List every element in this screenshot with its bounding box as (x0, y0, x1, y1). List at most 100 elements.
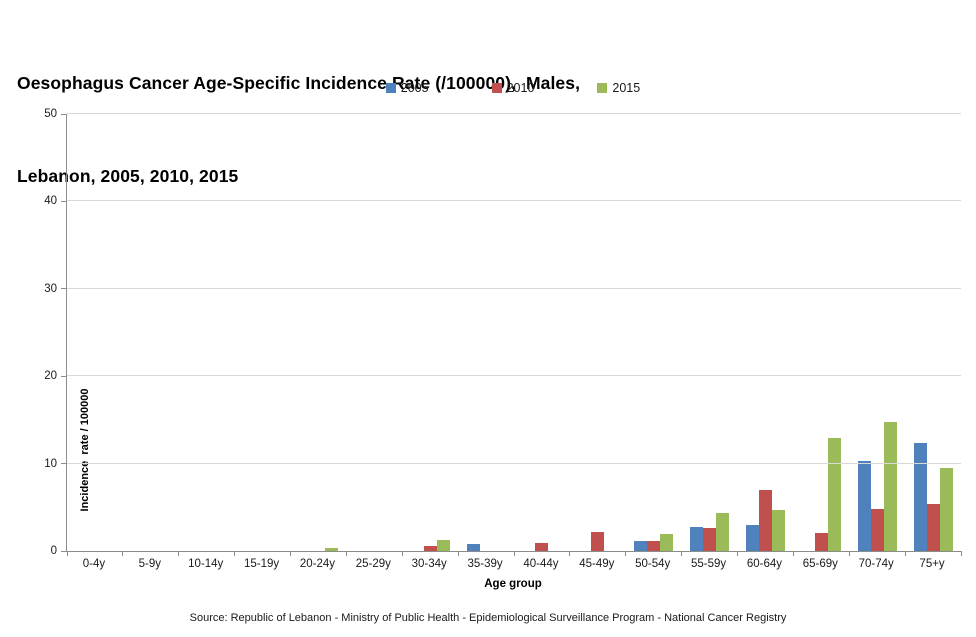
plot-area: Incidence rate / 100000 0 10 20 30 40 50 (44, 108, 962, 557)
category-group-10-14y (179, 114, 235, 551)
bar-2015-30-34y (436, 539, 450, 551)
x-tick-label-75+y: 75+y (919, 558, 945, 570)
y-tick-label-0: 0 (50, 545, 57, 557)
bar-2015-70-74y (883, 421, 897, 551)
x-tick-7 (457, 551, 459, 556)
x-tick-9 (569, 551, 571, 556)
bar-2010-75+y (926, 503, 940, 551)
x-axis-title: Age group (484, 578, 542, 590)
gridline-20 (67, 375, 961, 377)
category-group-25-29y (346, 114, 402, 551)
gridline-50 (67, 113, 961, 114)
legend-label-2010: 2010 (506, 81, 535, 95)
bar-2010-30-34y (423, 545, 437, 551)
category-group-40-44y (514, 114, 570, 551)
bar-2015-20-24y (324, 547, 338, 551)
legend-swatch-2005 (385, 83, 396, 93)
x-tick-10 (625, 551, 627, 556)
gridline-30 (67, 287, 961, 289)
category-group-30-34y (402, 114, 458, 551)
legend-label-2015: 2015 (612, 81, 641, 95)
bar-2010-45-49y (591, 531, 605, 551)
y-tick-label-30: 30 (44, 282, 57, 295)
legend-swatch-2015 (597, 83, 608, 93)
category-group-75+y (905, 114, 961, 551)
x-tick-13 (792, 551, 794, 556)
y-tick-label-40: 40 (44, 195, 57, 208)
category-group-20-24y (291, 114, 347, 551)
x-tick-label-0-4y: 0-4y (82, 558, 106, 570)
x-tick-3 (234, 551, 236, 556)
x-tick-label-20-24y: 20-24y (299, 558, 336, 570)
x-tick-label-10-14y: 10-14y (188, 558, 224, 570)
bars-row (67, 114, 961, 551)
gridline-10 (67, 462, 961, 464)
chart-title-line2: Lebanon, 2005, 2010, 2015 (17, 166, 239, 186)
category-group-0-4y (67, 114, 123, 551)
x-tick-label-55-59y: 55-59y (690, 558, 727, 570)
x-tick-2 (178, 551, 180, 556)
x-tick-15 (904, 551, 906, 556)
x-tick-label-70-74y: 70-74y (858, 558, 894, 570)
bar-2010-70-74y (870, 509, 884, 551)
x-tick-11 (681, 551, 683, 556)
x-tick-8 (513, 551, 515, 556)
bar-2010-60-64y (758, 489, 772, 551)
x-tick-12 (737, 551, 738, 556)
y-tick-label-10: 10 (44, 457, 57, 470)
y-tick-0 (61, 550, 66, 552)
x-tick-label-15-19y: 15-19y (243, 558, 280, 570)
y-tick-30 (61, 288, 66, 290)
y-tick-label-20: 20 (44, 370, 57, 383)
legend-swatch-2010 (491, 83, 502, 93)
y-tick-20 (61, 375, 66, 377)
x-tick-5 (345, 551, 347, 556)
x-tick-14 (848, 551, 850, 556)
category-group-35-39y (458, 114, 514, 551)
x-tick-0 (66, 551, 68, 556)
y-tick-label-50: 50 (44, 108, 57, 120)
x-tick-6 (401, 551, 403, 556)
bar-2010-65-69y (814, 532, 828, 551)
x-tick-label-65-69y: 65-69y (802, 558, 838, 570)
bar-2010-40-44y (535, 543, 549, 551)
bar-2005-70-74y (857, 460, 871, 551)
bar-2005-55-59y (690, 526, 704, 551)
category-group-65-69y (793, 114, 849, 551)
x-tick-16 (960, 551, 962, 556)
y-tick-40 (61, 200, 66, 202)
category-group-5-9y (123, 114, 179, 551)
category-group-45-49y (570, 114, 626, 551)
x-tick-label-40-44y: 40-44y (523, 558, 559, 570)
x-tick-label-60-64y: 60-64y (746, 558, 783, 570)
bar-2015-50-54y (660, 533, 674, 551)
category-group-50-54y (626, 114, 682, 551)
bar-2015-75+y (939, 467, 953, 551)
x-tick-label-35-39y: 35-39y (467, 558, 503, 570)
bar-2005-75+y (913, 442, 927, 551)
category-group-70-74y (849, 114, 905, 551)
x-tick-label-50-54y: 50-54y (635, 558, 671, 570)
bar-2015-55-59y (716, 512, 730, 551)
category-group-60-64y (738, 114, 794, 551)
legend-label-2005: 2005 (400, 81, 429, 95)
bar-2015-65-69y (827, 438, 841, 551)
x-tick-label-30-34y: 30-34y (411, 558, 447, 570)
gridline-40 (67, 200, 961, 202)
legend-item-2005: 2005 (385, 81, 429, 95)
bar-2005-50-54y (634, 541, 648, 551)
bar-2010-50-54y (647, 540, 661, 551)
x-tick-label-5-9y: 5-9y (138, 558, 161, 570)
category-group-55-59y (682, 114, 738, 551)
y-tick-50 (61, 113, 66, 115)
legend-item-2015: 2015 (597, 81, 640, 95)
bar-2005-35-39y (466, 544, 480, 551)
bar-2015-60-64y (771, 509, 785, 551)
source-note: Source: Republic of Lebanon - Ministry o… (189, 612, 787, 624)
category-group-15-19y (235, 114, 291, 551)
legend-item-2010: 2010 (491, 81, 535, 95)
x-tick-labels: 0-4y 5-9y 10-14y 15-19y 20-24y 25-29y 30-34y 35… (66, 558, 960, 570)
x-tick-4 (290, 551, 291, 556)
x-tick-label-45-49y: 45-49y (579, 558, 615, 570)
